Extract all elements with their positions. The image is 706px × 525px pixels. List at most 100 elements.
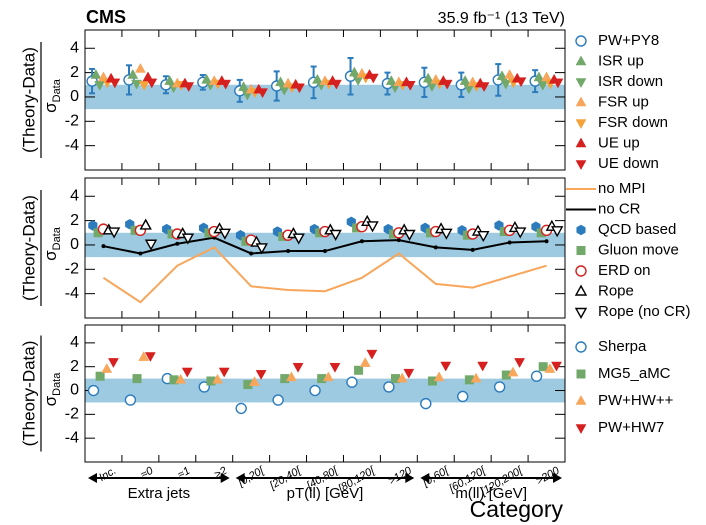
data-point — [109, 78, 121, 89]
data-point — [218, 367, 230, 378]
data-point — [285, 371, 297, 382]
line-dot — [101, 244, 106, 249]
data-point — [87, 384, 100, 397]
data-point — [275, 76, 286, 87]
legend-marker — [575, 265, 587, 277]
group-label: Extra jets — [128, 485, 191, 502]
data-point — [292, 362, 304, 373]
data-point — [95, 371, 105, 381]
data-point — [530, 370, 543, 382]
data-point — [500, 79, 512, 90]
y-tick-label: -4 — [65, 137, 79, 154]
y-axis-label-sigma: σData — [41, 226, 62, 261]
x-axis-label: Category — [470, 496, 564, 522]
data-point — [441, 79, 453, 90]
arrow-head — [553, 473, 562, 483]
arrow-head — [235, 473, 245, 483]
legend-marker — [575, 35, 587, 47]
data-point — [181, 233, 195, 245]
data-point — [477, 231, 490, 243]
legend-marker — [574, 307, 588, 319]
y-axis-label: (Theory-Data) — [19, 195, 38, 301]
data-point — [134, 62, 146, 73]
data-point — [383, 381, 395, 393]
data-point — [101, 363, 113, 373]
data-point — [470, 372, 482, 383]
line-dot — [507, 240, 512, 245]
data-point — [249, 376, 260, 386]
legend-label: UE down — [598, 155, 659, 172]
data-point — [367, 73, 379, 84]
y-tick-label: -2 — [65, 113, 79, 130]
line-dot — [138, 251, 143, 256]
data-point — [132, 374, 142, 384]
group-label: m(ll) [GeV] — [455, 485, 527, 502]
data-point — [90, 69, 102, 79]
legend-marker — [575, 96, 587, 107]
y-tick-label: -4 — [65, 429, 79, 446]
legend-marker — [575, 78, 587, 89]
legend-label: MG5_aMC — [598, 365, 671, 382]
data-point — [255, 370, 267, 380]
data-point — [514, 358, 526, 368]
arrow-head — [405, 473, 415, 483]
legend-marker — [575, 341, 587, 353]
sigma-sub: Data — [51, 372, 63, 396]
data-point — [403, 368, 415, 379]
line-dot — [323, 249, 327, 254]
data-point — [144, 352, 156, 362]
data-point — [127, 69, 139, 79]
data-point — [138, 81, 150, 91]
y-tick-label: 0 — [70, 236, 79, 253]
legend-label: UE up — [598, 134, 640, 151]
y-tick-label: 0 — [70, 88, 79, 105]
sigma: σ — [41, 102, 60, 113]
data-point — [504, 69, 516, 79]
data-point — [220, 79, 232, 90]
arrow-head — [220, 473, 230, 483]
data-point — [352, 76, 364, 86]
y-tick-label: 2 — [70, 64, 79, 81]
data-point — [396, 372, 408, 383]
data-point — [309, 384, 321, 397]
legend-marker — [575, 424, 587, 435]
plot-frame — [84, 177, 566, 319]
y-tick-label: 0 — [70, 382, 79, 399]
legend-marker — [574, 284, 588, 296]
legend-marker — [575, 55, 587, 66]
y-tick-label: 4 — [70, 334, 79, 351]
chart-title: CMS — [86, 7, 126, 27]
data-point — [255, 243, 268, 255]
data-point — [541, 71, 552, 82]
line-dot — [544, 239, 549, 244]
legend-label: QCD based — [598, 221, 676, 238]
data-point — [346, 376, 358, 388]
arrow-head — [88, 473, 97, 483]
data-point — [272, 394, 284, 406]
data-point — [238, 81, 249, 91]
y-axis-label-sigma: σData — [41, 372, 62, 407]
legend-label: Rope — [598, 282, 634, 299]
legend-marker — [575, 394, 587, 405]
data-point — [478, 82, 490, 93]
data-point — [175, 373, 187, 384]
sigma: σ — [41, 250, 60, 261]
sigma-sub: Data — [51, 226, 63, 250]
line-dot — [359, 239, 364, 244]
data-point — [107, 227, 121, 239]
data-point — [514, 227, 527, 239]
y-tick-label: -4 — [65, 285, 79, 302]
data-point — [124, 394, 137, 406]
line-dot — [249, 251, 254, 256]
data-point — [440, 361, 452, 372]
legend-label: PW+PY8 — [598, 32, 659, 49]
data-point — [322, 371, 334, 382]
y-tick-label: 2 — [70, 212, 79, 229]
y-tick-label: 4 — [70, 39, 79, 56]
y-tick-label: 2 — [70, 358, 79, 375]
data-point — [493, 381, 506, 393]
data-point — [292, 233, 305, 245]
y-tick-label: 4 — [70, 187, 79, 204]
legend-marker — [576, 224, 586, 236]
